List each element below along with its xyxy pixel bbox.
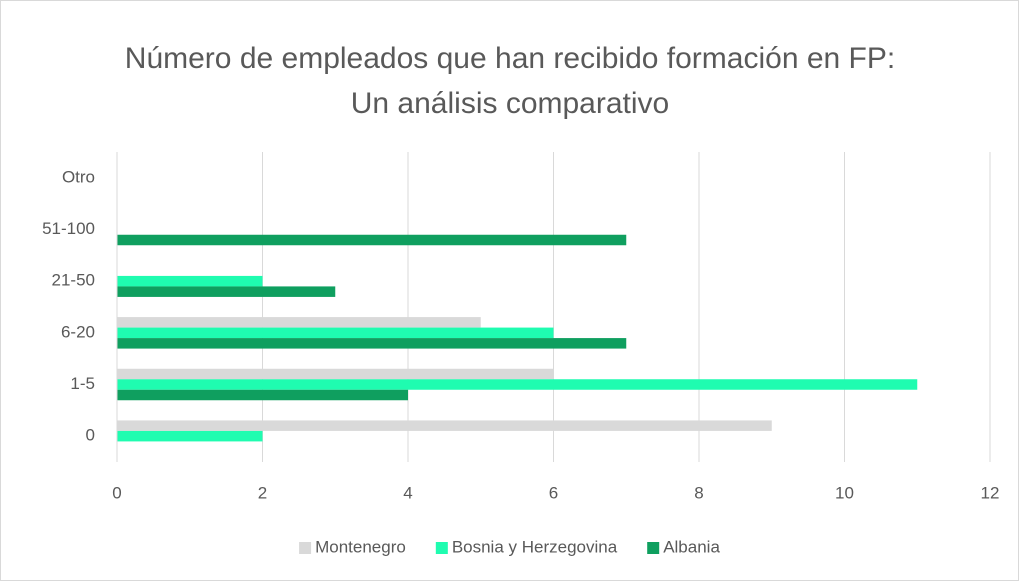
- y-tick-label: 21-50: [52, 271, 95, 290]
- y-tick-label: 0: [86, 426, 95, 445]
- y-tick-label: 1-5: [70, 374, 95, 393]
- x-tick-label: 0: [112, 483, 121, 502]
- legend-label: Albania: [663, 537, 720, 556]
- x-tick-label: 4: [403, 483, 412, 502]
- bar: [117, 430, 263, 442]
- bar: [117, 420, 772, 431]
- legend-label: Montenegro: [315, 537, 406, 556]
- legend-swatch: [299, 542, 312, 554]
- x-tick-label: 2: [258, 483, 267, 502]
- bar: [117, 368, 554, 380]
- y-tick-label: Otro: [62, 167, 95, 186]
- legend-swatch: [435, 542, 448, 554]
- chart-title: Número de empleados que han recibido for…: [124, 42, 896, 120]
- bar: [117, 234, 627, 246]
- y-tick-label: 6-20: [61, 322, 95, 341]
- bar: [117, 275, 263, 287]
- x-tick-label: 8: [694, 483, 703, 502]
- y-tick-label: 51-100: [42, 219, 95, 238]
- legend-swatch: [647, 542, 660, 554]
- bar: [117, 317, 481, 328]
- bar: [117, 379, 918, 390]
- x-tick-label: 12: [981, 483, 1000, 502]
- legend-label: Bosnia y Herzegovina: [452, 537, 618, 556]
- bar: [117, 327, 554, 339]
- x-tick-label: 6: [549, 483, 558, 502]
- bar: [117, 389, 408, 401]
- bar: [117, 286, 336, 297]
- bar: [117, 338, 627, 349]
- x-tick-label: 10: [835, 483, 854, 502]
